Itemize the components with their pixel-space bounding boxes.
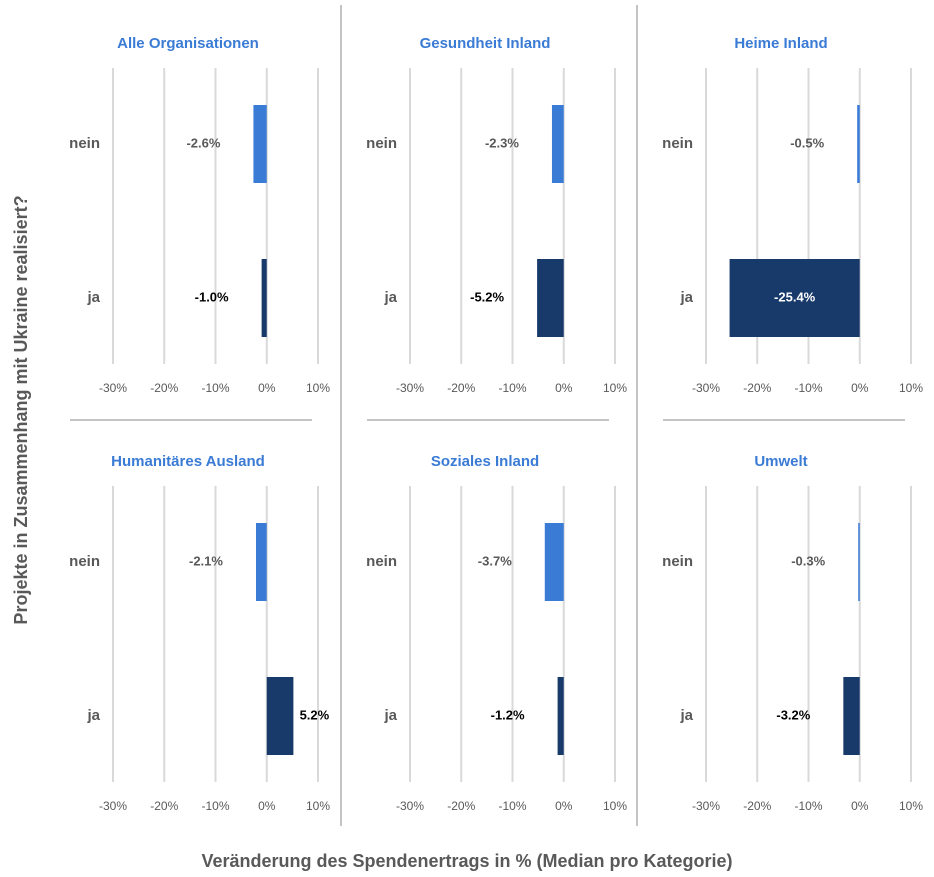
value-label: -5.2% [470,289,504,304]
x-axis-label: Veränderung des Spendenertrags in % (Med… [201,851,732,871]
category-label: nein [69,135,100,152]
bar [537,259,564,337]
x-tick-label: -30% [396,799,424,813]
category-label: ja [86,289,100,306]
x-tick-label: 0% [555,799,573,813]
value-label: -2.3% [485,135,519,150]
x-tick-label: -10% [794,799,822,813]
category-label: ja [86,707,100,724]
category-label: ja [383,289,397,306]
value-label: -2.1% [189,553,223,568]
x-tick-label: -20% [447,381,475,395]
value-label: -2.6% [186,135,220,150]
x-tick-label: -10% [201,381,229,395]
bar [729,259,860,337]
x-tick-label: -20% [743,381,771,395]
panel-title: Humanitäres Ausland [111,453,265,470]
bar [843,677,860,755]
bar [857,105,860,183]
x-tick-label: -30% [99,381,127,395]
category-label: nein [662,135,693,152]
x-tick-label: 0% [258,799,276,813]
x-tick-label: 10% [899,799,923,813]
panel-title: Gesundheit Inland [420,35,551,52]
x-tick-label: -10% [794,381,822,395]
x-tick-label: -30% [396,381,424,395]
value-label: -25.4% [774,289,816,304]
bar [858,523,860,601]
x-tick-label: -20% [447,799,475,813]
x-tick-label: 10% [306,799,330,813]
value-label: -0.5% [790,135,824,150]
category-label: nein [366,135,397,152]
x-tick-label: -20% [150,381,178,395]
y-axis-label: Projekte in Zusammenhang mit Ukraine rea… [11,195,31,624]
category-label: ja [383,707,397,724]
category-label: nein [366,553,397,570]
value-label: -3.7% [478,553,512,568]
category-label: nein [662,553,693,570]
x-tick-label: 10% [306,381,330,395]
bar [551,105,564,183]
value-label: -3.2% [776,707,810,722]
value-label: -1.0% [195,289,229,304]
x-tick-label: 10% [899,381,923,395]
x-tick-label: 0% [851,381,869,395]
bar [544,523,564,601]
x-tick-label: 10% [603,799,627,813]
panel-title: Umwelt [754,453,807,470]
bar [557,677,564,755]
category-label: nein [69,553,100,570]
value-label: 5.2% [300,707,330,722]
x-tick-label: 0% [851,799,869,813]
bar [261,259,267,337]
x-tick-label: 10% [603,381,627,395]
x-tick-label: -10% [498,381,526,395]
x-tick-label: -20% [150,799,178,813]
x-tick-label: -30% [99,799,127,813]
x-tick-label: -30% [692,381,720,395]
x-tick-label: -10% [201,799,229,813]
panel-title: Soziales Inland [431,453,539,470]
category-label: ja [679,289,693,306]
x-tick-label: -30% [692,799,720,813]
panel-title: Heime Inland [734,35,827,52]
panel-title: Alle Organisationen [117,35,259,52]
x-tick-label: 0% [555,381,573,395]
bar [255,523,267,601]
x-tick-label: -10% [498,799,526,813]
x-tick-label: -20% [743,799,771,813]
bar [266,677,294,755]
bar [253,105,267,183]
category-label: ja [679,707,693,724]
value-label: -0.3% [791,553,825,568]
x-tick-label: 0% [258,381,276,395]
value-label: -1.2% [491,707,525,722]
